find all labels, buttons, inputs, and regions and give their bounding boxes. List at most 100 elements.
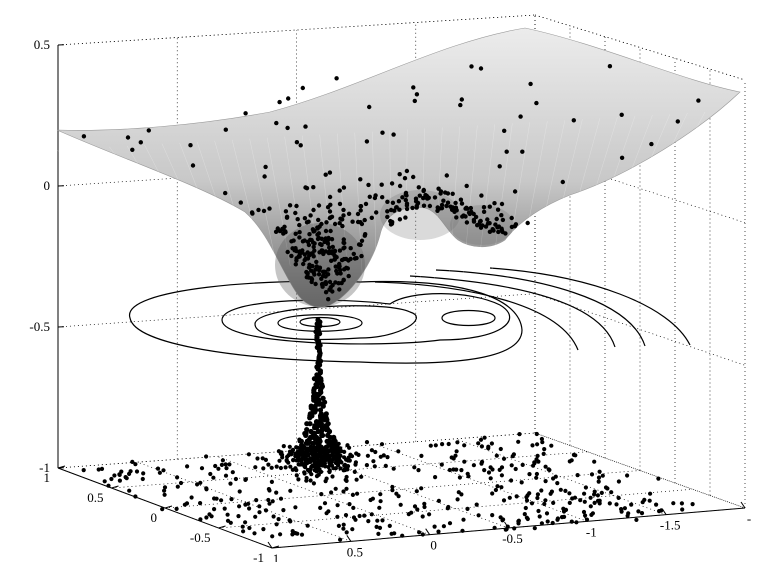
floor-point <box>543 464 548 469</box>
surface-point <box>324 220 329 225</box>
surface-point <box>332 248 338 253</box>
surface-point <box>297 235 302 240</box>
surface-point <box>619 112 624 118</box>
floor-point <box>285 454 290 459</box>
floor-point <box>247 525 252 531</box>
surface-point <box>326 297 331 302</box>
floor-point <box>252 531 257 536</box>
floor-point <box>216 466 221 471</box>
floor-point <box>460 528 465 533</box>
surface-point <box>414 205 419 210</box>
surface-point <box>432 195 438 200</box>
surface-point <box>341 207 346 213</box>
surface-point <box>367 104 372 110</box>
floor-point <box>117 478 122 483</box>
floor-point <box>213 463 218 469</box>
floor-point <box>535 495 540 501</box>
surface-point <box>438 189 444 194</box>
floor-point <box>420 514 425 519</box>
floor-point <box>592 492 597 497</box>
floor-point <box>305 460 310 466</box>
floor-point <box>247 506 252 511</box>
surface-mesh-line <box>636 113 688 220</box>
floor-point <box>246 452 251 457</box>
surface-point <box>356 242 362 247</box>
floor-point <box>597 498 602 503</box>
floor-point <box>520 462 525 467</box>
surface-point <box>458 197 464 202</box>
floor-point <box>133 462 138 467</box>
floor-point <box>378 499 383 504</box>
surface-point <box>302 216 308 221</box>
floor-point <box>287 518 292 523</box>
surface-point <box>454 215 459 220</box>
floor-point <box>605 486 610 491</box>
contour-line <box>277 314 363 332</box>
floor-point <box>543 479 548 484</box>
floor-point <box>344 457 349 462</box>
floor-point <box>656 476 661 481</box>
floor-point <box>513 466 518 472</box>
floor-point <box>427 512 432 517</box>
floor-point <box>542 501 547 507</box>
x-tick-label: 1 <box>273 551 280 562</box>
surface-point <box>464 183 469 189</box>
floor-point <box>446 441 451 447</box>
floor-point <box>583 513 588 518</box>
floor-point <box>278 532 283 537</box>
floor-point <box>596 475 602 480</box>
surface-point <box>326 267 331 272</box>
surface-point <box>334 255 339 260</box>
floor-point <box>535 492 541 497</box>
surface-mesh-line <box>126 145 175 226</box>
y-tick-label: 0 <box>151 510 158 525</box>
floor-point <box>109 476 114 482</box>
surface-point <box>425 196 430 201</box>
surface-point <box>267 206 272 211</box>
y-tick-mark <box>164 505 173 509</box>
floor-point <box>679 501 685 506</box>
floor-point <box>341 526 346 531</box>
surface-point <box>308 237 313 242</box>
surface-point <box>344 265 349 270</box>
floor-point <box>462 443 467 448</box>
floor-point <box>175 475 180 480</box>
floor-point <box>414 489 419 494</box>
surface-point <box>437 206 442 211</box>
stem-point <box>323 444 329 450</box>
floor-point <box>219 498 224 503</box>
floor-point <box>599 490 604 495</box>
y-tick-label: 1 <box>44 470 51 485</box>
surface-point <box>518 114 523 119</box>
floor-point <box>471 463 476 468</box>
floor-point <box>212 496 217 501</box>
z-tick-label: -0.5 <box>29 319 50 334</box>
surface-point <box>311 185 316 190</box>
surface-point <box>696 98 701 103</box>
floor-point <box>379 442 385 447</box>
floor-point <box>499 465 505 470</box>
floor-point <box>355 491 360 496</box>
floor-point <box>237 504 242 509</box>
surface-point <box>250 211 255 216</box>
floor-point <box>377 505 382 510</box>
floor-point <box>571 452 577 457</box>
surface-point <box>328 228 333 234</box>
floor-point <box>625 473 630 478</box>
floor-point <box>428 443 433 448</box>
floor-point <box>316 472 321 477</box>
floor-point <box>291 457 296 463</box>
floor-point <box>284 458 289 464</box>
floor-point <box>412 504 418 509</box>
floor-point <box>353 460 358 465</box>
floor-point <box>396 449 401 454</box>
floor-point <box>141 471 146 476</box>
surface-point <box>300 85 305 91</box>
surface-point <box>362 217 367 223</box>
surface-point <box>311 244 316 250</box>
floor-point <box>486 444 491 449</box>
surface-point <box>487 204 492 209</box>
surface-point <box>274 120 279 126</box>
stem-point <box>314 452 320 458</box>
floor-scatter-points <box>81 431 695 542</box>
